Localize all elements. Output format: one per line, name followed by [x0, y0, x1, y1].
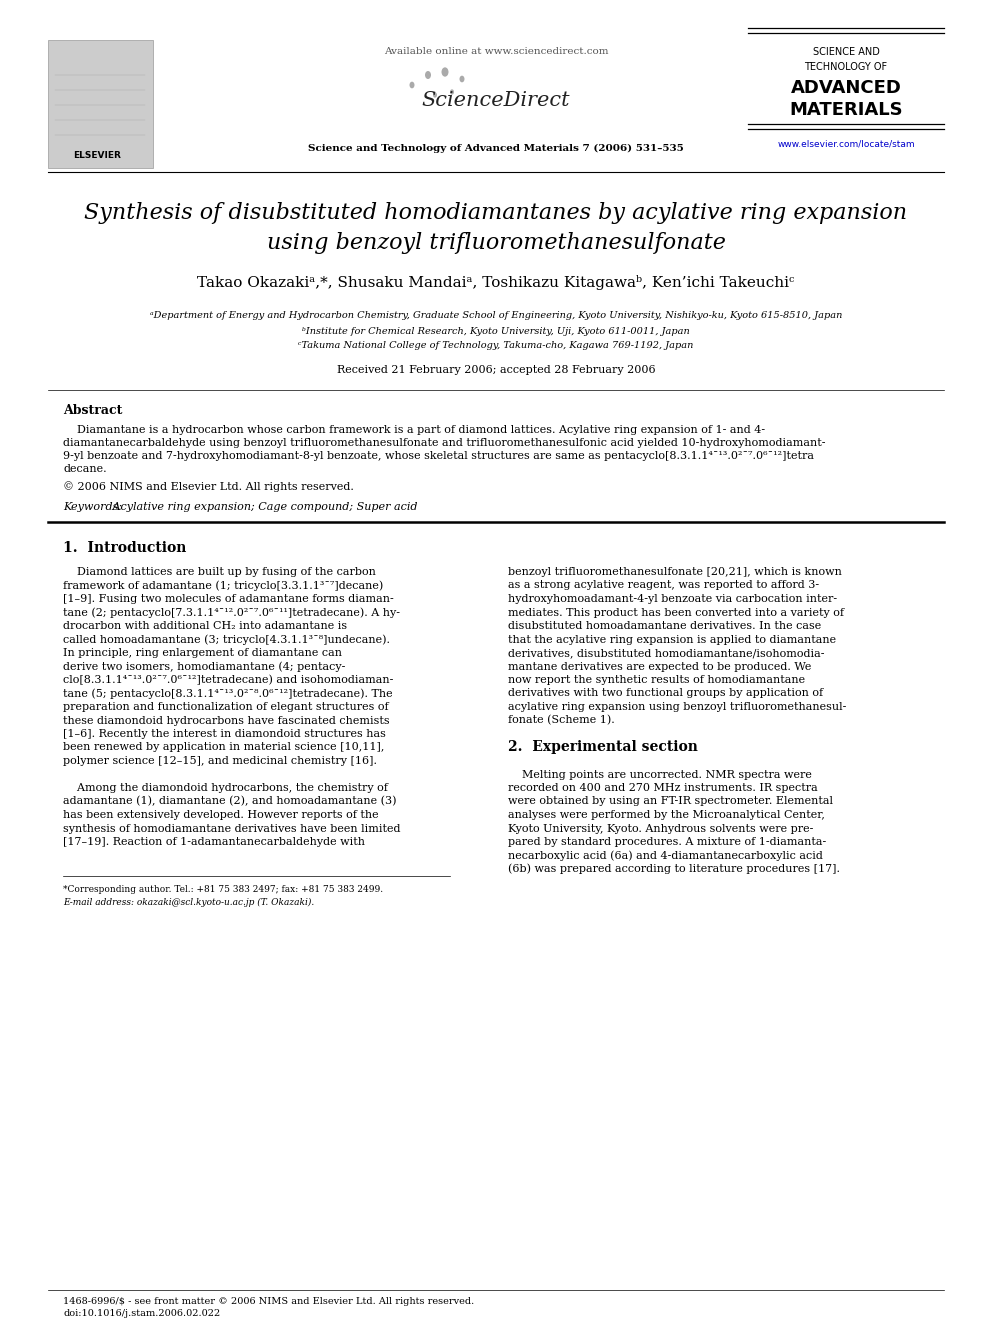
Text: (6b) was prepared according to literature procedures [17].: (6b) was prepared according to literatur… — [508, 864, 840, 875]
Text: Keywords:: Keywords: — [63, 501, 122, 512]
Text: In principle, ring enlargement of diamantane can: In principle, ring enlargement of diaman… — [63, 648, 342, 658]
Text: ADVANCED: ADVANCED — [791, 79, 902, 97]
Text: Science and Technology of Advanced Materials 7 (2006) 531–535: Science and Technology of Advanced Mater… — [309, 143, 683, 152]
Text: tane (5; pentacyclo[8.3.1.1⁴ˉ¹³.0²ˉ⁸.0⁶ˉ¹²]tetradecane). The: tane (5; pentacyclo[8.3.1.1⁴ˉ¹³.0²ˉ⁸.0⁶ˉ… — [63, 688, 393, 699]
Text: fonate (Scheme 1).: fonate (Scheme 1). — [508, 716, 615, 725]
Text: that the acylative ring expansion is applied to diamantane: that the acylative ring expansion is app… — [508, 635, 836, 644]
Text: diamantanecarbaldehyde using benzoyl trifluoromethanesulfonate and trifluorometh: diamantanecarbaldehyde using benzoyl tri… — [63, 438, 825, 448]
Text: MATERIALS: MATERIALS — [790, 101, 903, 119]
Text: © 2006 NIMS and Elsevier Ltd. All rights reserved.: © 2006 NIMS and Elsevier Ltd. All rights… — [63, 482, 354, 492]
Text: as a strong acylative reagent, was reported to afford 3-: as a strong acylative reagent, was repor… — [508, 581, 819, 590]
Text: Synthesis of disubstituted homodiamantanes by acylative ring expansion: Synthesis of disubstituted homodiamantan… — [84, 202, 908, 224]
Text: *Corresponding author. Tel.: +81 75 383 2497; fax: +81 75 383 2499.: *Corresponding author. Tel.: +81 75 383 … — [63, 885, 383, 894]
Text: polymer science [12–15], and medicinal chemistry [16].: polymer science [12–15], and medicinal c… — [63, 755, 377, 766]
Text: using benzoyl trifluoromethanesulfonate: using benzoyl trifluoromethanesulfonate — [267, 232, 725, 254]
Text: Among the diamondoid hydrocarbons, the chemistry of: Among the diamondoid hydrocarbons, the c… — [63, 783, 388, 792]
Text: clo[8.3.1.1⁴ˉ¹³.0²ˉ⁷.0⁶ˉ¹²]tetradecane) and isohomodiaman-: clo[8.3.1.1⁴ˉ¹³.0²ˉ⁷.0⁶ˉ¹²]tetradecane) … — [63, 675, 394, 685]
Text: www.elsevier.com/locate/stam: www.elsevier.com/locate/stam — [777, 139, 915, 148]
Text: ᵇInstitute for Chemical Research, Kyoto University, Uji, Kyoto 611-0011, Japan: ᵇInstitute for Chemical Research, Kyoto … — [303, 327, 689, 336]
Text: necarboxylic acid (6a) and 4-diamantanecarboxylic acid: necarboxylic acid (6a) and 4-diamantanec… — [508, 851, 823, 861]
Text: Received 21 February 2006; accepted 28 February 2006: Received 21 February 2006; accepted 28 F… — [336, 365, 656, 374]
Circle shape — [450, 90, 454, 95]
Text: adamantane (1), diamantane (2), and homoadamantane (3): adamantane (1), diamantane (2), and homo… — [63, 796, 397, 807]
Text: derivatives with two functional groups by application of: derivatives with two functional groups b… — [508, 688, 823, 699]
Bar — [48, 40, 153, 168]
Text: Kyoto University, Kyoto. Anhydrous solvents were pre-: Kyoto University, Kyoto. Anhydrous solve… — [508, 823, 813, 833]
Text: has been extensively developed. However reports of the: has been extensively developed. However … — [63, 810, 379, 820]
Text: Acylative ring expansion; Cage compound; Super acid: Acylative ring expansion; Cage compound;… — [109, 501, 418, 512]
Circle shape — [410, 82, 415, 89]
Text: mantane derivatives are expected to be produced. We: mantane derivatives are expected to be p… — [508, 662, 811, 672]
Text: Diamantane is a hydrocarbon whose carbon framework is a part of diamond lattices: Diamantane is a hydrocarbon whose carbon… — [63, 425, 765, 435]
Text: analyses were performed by the Microanalytical Center,: analyses were performed by the Microanal… — [508, 810, 825, 820]
Text: Takao Okazakiᵃ,*, Shusaku Mandaiᵃ, Toshikazu Kitagawaᵇ, Ken’ichi Takeuchiᶜ: Takao Okazakiᵃ,*, Shusaku Mandaiᵃ, Toshi… — [197, 274, 795, 290]
Text: framework of adamantane (1; tricyclo[3.3.1.1³ˉ⁷]decane): framework of adamantane (1; tricyclo[3.3… — [63, 581, 383, 591]
Text: recorded on 400 and 270 MHz instruments. IR spectra: recorded on 400 and 270 MHz instruments.… — [508, 783, 817, 792]
Text: mediates. This product has been converted into a variety of: mediates. This product has been converte… — [508, 607, 844, 618]
Text: 1.  Introduction: 1. Introduction — [63, 541, 186, 556]
Text: been renewed by application in material science [10,11],: been renewed by application in material … — [63, 742, 384, 753]
Text: [1–9]. Fusing two molecules of adamantane forms diaman-: [1–9]. Fusing two molecules of adamantan… — [63, 594, 394, 605]
Text: doi:10.1016/j.stam.2006.02.022: doi:10.1016/j.stam.2006.02.022 — [63, 1310, 220, 1319]
Text: derive two isomers, homodiamantane (4; pentacy-: derive two isomers, homodiamantane (4; p… — [63, 662, 345, 672]
Text: Melting points are uncorrected. NMR spectra were: Melting points are uncorrected. NMR spec… — [508, 770, 811, 779]
Circle shape — [433, 93, 437, 98]
Text: derivatives, disubstituted homodiamantane/isohomodia-: derivatives, disubstituted homodiamantan… — [508, 648, 824, 658]
Circle shape — [441, 67, 448, 77]
Text: benzoyl trifluoromethanesulfonate [20,21], which is known: benzoyl trifluoromethanesulfonate [20,21… — [508, 568, 842, 577]
Text: called homoadamantane (3; tricyclo[4.3.1.1³ˉ⁸]undecane).: called homoadamantane (3; tricyclo[4.3.1… — [63, 634, 390, 644]
Text: tane (2; pentacyclo[7.3.1.1⁴ˉ¹².0²ˉ⁷.0⁶ˉ¹¹]tetradecane). A hy-: tane (2; pentacyclo[7.3.1.1⁴ˉ¹².0²ˉ⁷.0⁶ˉ… — [63, 607, 400, 618]
Text: now report the synthetic results of homodiamantane: now report the synthetic results of homo… — [508, 675, 806, 685]
Text: drocarbon with additional CH₂ into adamantane is: drocarbon with additional CH₂ into adama… — [63, 620, 347, 631]
Text: 2.  Experimental section: 2. Experimental section — [508, 741, 698, 754]
Text: preparation and functionalization of elegant structures of: preparation and functionalization of ele… — [63, 703, 389, 712]
Text: ᶜTakuma National College of Technology, Takuma-cho, Kagawa 769-1192, Japan: ᶜTakuma National College of Technology, … — [299, 341, 693, 351]
Text: Available online at www.sciencedirect.com: Available online at www.sciencedirect.co… — [384, 48, 608, 57]
Text: decane.: decane. — [63, 464, 106, 474]
Text: 1468-6996/$ - see front matter © 2006 NIMS and Elsevier Ltd. All rights reserved: 1468-6996/$ - see front matter © 2006 NI… — [63, 1298, 474, 1307]
Text: ᵃDepartment of Energy and Hydrocarbon Chemistry, Graduate School of Engineering,: ᵃDepartment of Energy and Hydrocarbon Ch… — [150, 311, 842, 320]
Text: [17–19]. Reaction of 1-adamantanecarbaldehyde with: [17–19]. Reaction of 1-adamantanecarbald… — [63, 837, 365, 847]
Circle shape — [459, 75, 464, 82]
Text: ELSEVIER: ELSEVIER — [73, 151, 121, 160]
Text: SCIENCE AND: SCIENCE AND — [812, 48, 880, 57]
Text: acylative ring expansion using benzoyl trifluoromethanesul-: acylative ring expansion using benzoyl t… — [508, 703, 846, 712]
Text: 9-yl benzoate and 7-hydroxyhomodiamant-8-yl benzoate, whose skeletal structures : 9-yl benzoate and 7-hydroxyhomodiamant-8… — [63, 451, 814, 460]
Text: ScienceDirect: ScienceDirect — [422, 90, 570, 110]
Text: Diamond lattices are built up by fusing of the carbon: Diamond lattices are built up by fusing … — [63, 568, 376, 577]
Text: E-mail address: okazaki@scl.kyoto-u.ac.jp (T. Okazaki).: E-mail address: okazaki@scl.kyoto-u.ac.j… — [63, 898, 314, 908]
Text: these diamondoid hydrocarbons have fascinated chemists: these diamondoid hydrocarbons have fasci… — [63, 716, 390, 725]
Text: [1–6]. Recently the interest in diamondoid structures has: [1–6]. Recently the interest in diamondo… — [63, 729, 386, 740]
Text: Abstract: Abstract — [63, 404, 122, 417]
Text: pared by standard procedures. A mixture of 1-diamanta-: pared by standard procedures. A mixture … — [508, 837, 826, 847]
Text: were obtained by using an FT-IR spectrometer. Elemental: were obtained by using an FT-IR spectrom… — [508, 796, 833, 807]
Circle shape — [425, 71, 431, 79]
Text: hydroxyhomoadamant-4-yl benzoate via carbocation inter-: hydroxyhomoadamant-4-yl benzoate via car… — [508, 594, 837, 605]
Text: TECHNOLOGY OF: TECHNOLOGY OF — [805, 62, 888, 71]
Text: synthesis of homodiamantane derivatives have been limited: synthesis of homodiamantane derivatives … — [63, 823, 401, 833]
Text: disubstituted homoadamantane derivatives. In the case: disubstituted homoadamantane derivatives… — [508, 620, 821, 631]
